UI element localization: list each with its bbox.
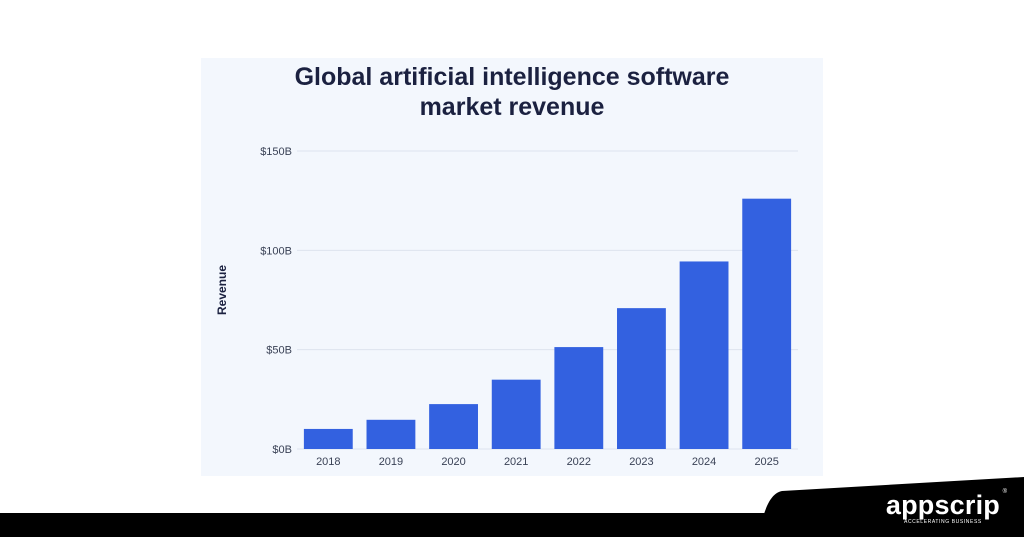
brand-name: appscrip (885, 490, 1000, 520)
x-tick-label: 2024 (692, 456, 716, 468)
x-tick-label: 2020 (441, 456, 465, 468)
bar-2025 (742, 198, 792, 449)
chart-card: Global artificial intelligence software … (201, 58, 823, 476)
bar-chart: $0B$50B$100B$150B 2018 2019 2020 2021 2022 20… (215, 146, 798, 468)
x-tick-label: 2019 (379, 456, 403, 468)
bar-2020 (429, 404, 478, 449)
x-tick-labels: 2018 2019 2020 2021 2022 2023 2024 2025 (316, 456, 779, 468)
x-tick-label: 2023 (629, 456, 653, 468)
chart-title-line-1: Global artificial intelligence software (294, 63, 730, 91)
bar-2024 (679, 261, 729, 449)
bar-2023 (617, 308, 666, 449)
bar-2018 (303, 428, 353, 449)
bar-2022 (554, 347, 604, 449)
x-tick-label: 2025 (754, 456, 778, 468)
bars (303, 198, 792, 449)
footer-band (0, 513, 1024, 537)
y-tick-label: $100B (260, 245, 292, 257)
chart-title-line-2: market revenue (419, 93, 605, 121)
brand-tagline: ACCELERATING BUSINESS (904, 519, 982, 525)
chart-title: Global artificial intelligence software … (201, 62, 823, 122)
brand-logo: appscrip ACCELERATING BUSINESS ® (885, 489, 1007, 525)
y-tick-label: $150B (260, 146, 292, 158)
registered-mark: ® (1002, 489, 1007, 495)
x-tick-label: 2022 (567, 456, 591, 468)
bar-2019 (366, 419, 416, 449)
x-tick-label: 2021 (504, 456, 528, 468)
x-tick-label: 2018 (316, 456, 340, 468)
y-tick-label: $50B (266, 345, 292, 357)
y-tick-label: $0B (272, 444, 292, 456)
y-tick-labels: $0B $50B $100B $150B (260, 146, 292, 456)
bar-2021 (491, 379, 541, 449)
y-axis-label: Revenue (215, 265, 229, 315)
